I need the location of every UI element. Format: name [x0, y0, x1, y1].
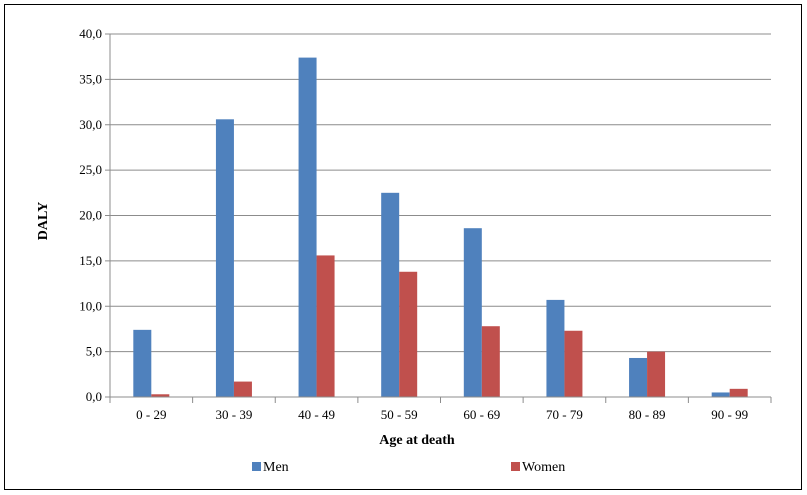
bar-men-5 — [463, 228, 482, 397]
bar-women-6 — [564, 330, 583, 397]
bar-chart: 0,0 5,0 10,0 15,0 20,0 25,0 30,0 35,0 40,0 0 - 2… — [36, 26, 772, 475]
bar-women-4 — [399, 271, 418, 397]
x-tick-label: 70 - 79 — [546, 407, 583, 422]
y-tick-label: 25,0 — [79, 162, 102, 177]
x-tick-label: 60 - 69 — [463, 407, 500, 422]
gridlines — [110, 33, 771, 353]
axes — [105, 33, 772, 403]
x-tick-label: 50 - 59 — [381, 407, 418, 422]
chart-frame: 0,0 5,0 10,0 15,0 20,0 25,0 30,0 35,0 40,0 0 - 2… — [4, 4, 802, 490]
y-tick-label: 30,0 — [79, 117, 102, 132]
y-tick-label: 35,0 — [79, 71, 102, 86]
bar-men-8 — [711, 392, 730, 397]
legend-label-men: Men — [263, 460, 289, 475]
y-tick-label: 15,0 — [79, 253, 102, 268]
y-tick-labels: 0,0 5,0 10,0 15,0 20,0 25,0 30,0 35,0 40,0 — [79, 26, 102, 404]
y-tick-label: 40,0 — [79, 26, 102, 41]
bar-men-1 — [133, 329, 152, 397]
y-axis-title: DALY — [36, 202, 51, 240]
bar-women-5 — [481, 326, 500, 397]
bar-men-6 — [546, 299, 565, 397]
bar-women-8 — [729, 388, 748, 397]
bars — [133, 57, 748, 398]
legend-label-women: Women — [522, 460, 565, 475]
y-tick-label: 5,0 — [86, 344, 102, 359]
x-tick-label: 0 - 29 — [136, 407, 166, 422]
bar-women-7 — [647, 351, 666, 397]
x-tick-label: 90 - 99 — [711, 407, 748, 422]
bar-women-3 — [316, 255, 335, 397]
bar-men-7 — [629, 357, 648, 397]
bar-women-1 — [151, 394, 170, 397]
y-tick-label: 0,0 — [86, 389, 102, 404]
bar-men-2 — [215, 119, 234, 398]
legend-swatch-men — [252, 462, 261, 471]
y-tick-label: 10,0 — [79, 298, 102, 313]
x-tick-label: 30 - 39 — [216, 407, 253, 422]
x-tick-label: 40 - 49 — [298, 407, 335, 422]
bar-men-3 — [298, 57, 317, 397]
bar-women-2 — [233, 381, 252, 397]
x-tick-label: 80 - 89 — [629, 407, 666, 422]
x-axis-title: Age at death — [379, 433, 455, 448]
legend: Men Women — [252, 460, 565, 475]
x-tick-labels: 0 - 29 30 - 39 40 - 49 50 - 59 60 - 69 70 - 7… — [136, 407, 748, 422]
legend-swatch-women — [511, 462, 520, 471]
bar-men-4 — [381, 192, 400, 397]
y-tick-label: 20,0 — [79, 208, 102, 223]
